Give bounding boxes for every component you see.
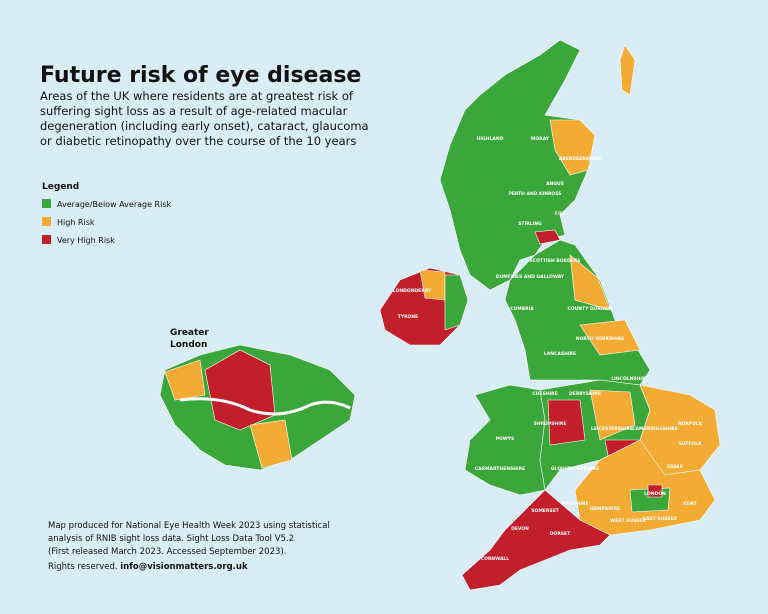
region bbox=[547, 399, 586, 446]
region-label: CUMBRIA bbox=[510, 306, 534, 312]
footer-line: analysis of RNIB sight loss data. Sight … bbox=[48, 534, 294, 544]
region-label: HIGHLAND bbox=[477, 136, 504, 142]
legend-label: Average/Below Average Risk bbox=[57, 200, 172, 209]
legend-swatch bbox=[42, 235, 51, 244]
region-label: CORNWALL bbox=[481, 556, 509, 562]
region-label: ESSEX bbox=[667, 464, 683, 470]
region bbox=[461, 489, 611, 591]
region bbox=[569, 254, 611, 311]
region-label: DEVON bbox=[511, 526, 529, 532]
river bbox=[179, 397, 351, 416]
inset-title: Greater bbox=[170, 328, 209, 338]
region-label: STIRLING bbox=[518, 221, 542, 227]
region-label: LONDONDERRY bbox=[393, 288, 432, 294]
region-label: ANGUS bbox=[546, 181, 564, 187]
region bbox=[444, 274, 469, 331]
legend: Average/Below Average Risk High Risk Very … bbox=[42, 199, 172, 245]
footer-email: info@visionmatters.org.uk bbox=[120, 562, 248, 572]
region-label: SHROPSHIRE bbox=[534, 421, 567, 427]
region bbox=[249, 419, 293, 469]
region-label: COUNTY DURHAM bbox=[567, 306, 613, 312]
footer-line: Map produced for National Eye Health Wee… bbox=[48, 521, 330, 531]
region-label: NORTH YORKSHIRE bbox=[576, 336, 624, 342]
subtitle: suffering sight loss as a result of age-… bbox=[40, 104, 348, 118]
region-label: DERBYSHIRE bbox=[569, 391, 601, 397]
footer-line: (First released March 2023. Accessed Sep… bbox=[48, 547, 286, 557]
region-label: DORSET bbox=[550, 531, 571, 537]
region-label: LANCASHIRE bbox=[544, 351, 576, 357]
subtitle: or diabetic retinopathy over the course … bbox=[40, 134, 356, 148]
footer-line: Rights reserved. info@visionmatters.org.… bbox=[48, 562, 248, 572]
region-label: EAST SUSSEX bbox=[643, 516, 678, 522]
region-label: TYRONE bbox=[398, 314, 418, 320]
region bbox=[647, 484, 663, 498]
subtitle: degeneration (including early onset), ca… bbox=[40, 119, 369, 133]
region-label: LONDON bbox=[644, 491, 666, 497]
region-label: CAMBRIDGESHIRE bbox=[632, 426, 678, 432]
region-label: PERTH AND KINROSS bbox=[508, 191, 561, 197]
region bbox=[619, 44, 636, 96]
region-label: LEICESTERSHIRE bbox=[591, 426, 633, 432]
region-label: SOMERSET bbox=[531, 508, 559, 514]
region bbox=[574, 439, 716, 536]
region bbox=[164, 359, 206, 401]
inset-title: London bbox=[170, 340, 207, 350]
region-label: FIFE bbox=[555, 211, 566, 217]
region-label: SCOTTISH BORDERS bbox=[529, 258, 580, 264]
region bbox=[439, 39, 596, 291]
region-label: GLOUCESTERSHIRE bbox=[551, 466, 599, 472]
map-labels: HIGHLAND MORAY ABERDEENSHIRE ANGUS PERTH AND… bbox=[393, 136, 703, 562]
footer-text: Rights reserved. bbox=[48, 562, 118, 572]
legend-label: High Risk bbox=[57, 218, 95, 227]
region-label: KENT bbox=[683, 501, 697, 507]
region-label: WEST SUSSEX bbox=[610, 518, 646, 524]
region-label: MORAY bbox=[531, 136, 550, 142]
subtitle: Areas of the UK where residents are at g… bbox=[40, 89, 354, 103]
region-label: POWYS bbox=[496, 436, 515, 442]
region-label: CARMARTHENSHIRE bbox=[475, 466, 525, 472]
region bbox=[589, 389, 636, 441]
region bbox=[579, 319, 641, 356]
region-label: CHESHIRE bbox=[532, 391, 557, 397]
region-label: LINCOLNSHIRE bbox=[611, 376, 648, 382]
region bbox=[464, 384, 546, 496]
region-label: SUFFOLK bbox=[678, 441, 702, 447]
legend-title: Legend bbox=[42, 182, 79, 192]
region-label: HAMPSHIRE bbox=[590, 506, 620, 512]
region-label: DUMFRIES AND GALLOWAY bbox=[496, 274, 565, 280]
region-label: ABERDEENSHIRE bbox=[559, 156, 601, 162]
legend-swatch bbox=[42, 217, 51, 226]
legend-swatch bbox=[42, 199, 51, 208]
region-label: NORFOLK bbox=[678, 421, 703, 427]
title: Future risk of eye disease bbox=[40, 63, 361, 88]
region-label: WILTSHIRE bbox=[561, 501, 588, 507]
region bbox=[549, 119, 596, 176]
legend-label: Very High Risk bbox=[57, 236, 115, 245]
